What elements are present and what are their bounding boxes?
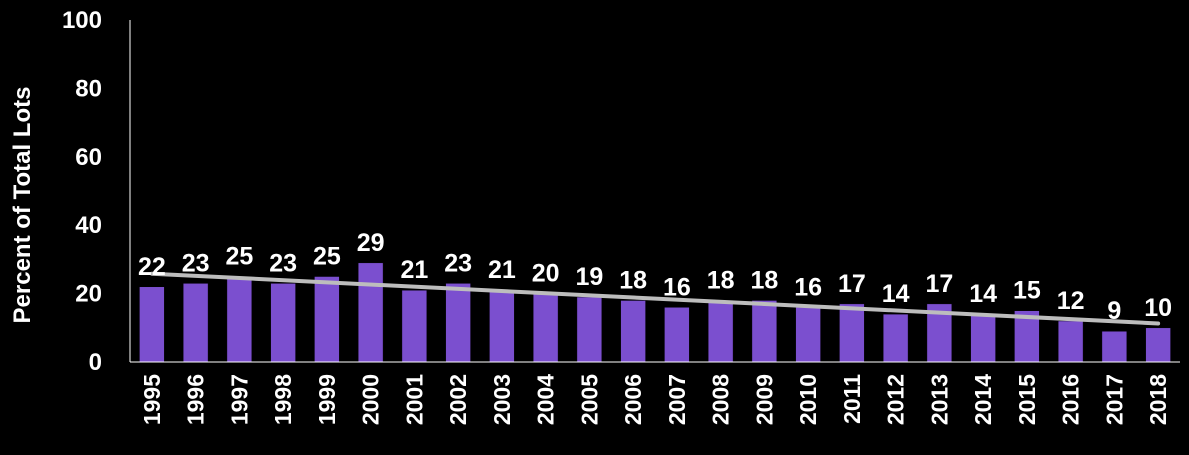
bar-2003 xyxy=(489,289,515,363)
data-label-2000: 29 xyxy=(357,229,385,257)
x-tick-2013: 2013 xyxy=(926,374,952,425)
x-tick-1997: 1997 xyxy=(226,374,252,425)
data-label-2014: 14 xyxy=(969,280,997,308)
data-label-2018: 10 xyxy=(1144,294,1172,322)
data-label-2012: 14 xyxy=(882,280,910,308)
data-label-2002: 23 xyxy=(444,249,472,277)
x-tick-2001: 2001 xyxy=(401,374,427,425)
data-label-2009: 18 xyxy=(750,266,778,294)
axes-group: 0 20 40 60 80 100 1995 1996 1997 1998 1999 2000 2001… xyxy=(62,7,1180,425)
bar-1996 xyxy=(182,283,209,363)
x-tick-2004: 2004 xyxy=(533,374,559,425)
data-label-2008: 18 xyxy=(707,266,735,294)
data-label-2006: 18 xyxy=(619,266,647,294)
bar-2002 xyxy=(445,283,471,363)
data-label-2001: 21 xyxy=(400,256,428,284)
y-axis-title: Percent of Total Lots xyxy=(9,87,36,324)
y-tick-100: 100 xyxy=(62,7,102,34)
bar-2009 xyxy=(751,300,778,363)
bar-1998 xyxy=(270,283,296,363)
bar-1997 xyxy=(226,276,253,363)
x-tick-2003: 2003 xyxy=(489,374,515,425)
x-tick-1998: 1998 xyxy=(270,374,296,425)
data-label-2015: 15 xyxy=(1013,277,1041,305)
data-label-2016: 12 xyxy=(1057,287,1085,315)
y-tick-40: 40 xyxy=(75,212,102,239)
bar-2005 xyxy=(576,296,603,363)
bar-2010 xyxy=(795,307,821,363)
x-tick-2017: 2017 xyxy=(1101,374,1127,425)
data-label-2011: 17 xyxy=(838,270,866,298)
bar-2001 xyxy=(401,289,428,363)
x-tick-2005: 2005 xyxy=(576,374,602,425)
bar-2008 xyxy=(707,300,734,363)
bar-2012 xyxy=(882,313,909,363)
bar-1995 xyxy=(139,286,165,363)
y-tick-0: 0 xyxy=(89,349,102,376)
bar-2017 xyxy=(1101,330,1128,363)
x-tick-2016: 2016 xyxy=(1058,374,1084,425)
trendline-group xyxy=(149,271,1161,326)
bar-2018 xyxy=(1145,327,1171,363)
x-tick-2014: 2014 xyxy=(970,374,996,425)
x-tick-2002: 2002 xyxy=(445,374,471,425)
data-label-2010: 16 xyxy=(794,273,822,301)
x-tick-1996: 1996 xyxy=(183,374,209,425)
x-tick-1999: 1999 xyxy=(314,374,340,425)
bar-2007 xyxy=(664,307,690,363)
x-tick-2008: 2008 xyxy=(708,374,734,425)
bar-2011 xyxy=(839,303,865,363)
x-tick-2000: 2000 xyxy=(358,374,384,425)
data-label-2007: 16 xyxy=(663,273,691,301)
data-label-1995: 22 xyxy=(138,253,166,281)
x-tick-2007: 2007 xyxy=(664,374,690,425)
data-label-2004: 20 xyxy=(532,260,560,288)
bar-2004 xyxy=(532,293,559,363)
data-label-1999: 25 xyxy=(313,243,341,271)
bars-group xyxy=(139,262,1171,363)
bar-2016 xyxy=(1057,320,1084,363)
data-labels-group: 22 23 25 23 25 29 21 23 21 20 19 18 16 18 18 16 17 14 17 14… xyxy=(138,229,1172,325)
data-label-1998: 23 xyxy=(269,249,297,277)
bar-2006 xyxy=(620,300,646,363)
x-tick-2010: 2010 xyxy=(795,374,821,425)
data-label-1997: 25 xyxy=(225,243,253,271)
bar-1999 xyxy=(314,276,340,363)
y-tick-20: 20 xyxy=(75,281,102,308)
trendline xyxy=(149,271,1161,326)
x-tick-2006: 2006 xyxy=(620,374,646,425)
x-tick-2011: 2011 xyxy=(839,374,865,424)
bar-2000 xyxy=(357,262,384,363)
data-label-2003: 21 xyxy=(488,256,516,284)
data-label-2017: 9 xyxy=(1107,297,1121,325)
bar-2014 xyxy=(970,313,996,363)
x-tick-2012: 2012 xyxy=(883,374,909,425)
data-label-2013: 17 xyxy=(925,270,953,298)
x-tick-2015: 2015 xyxy=(1014,374,1040,425)
y-tick-80: 80 xyxy=(75,75,102,102)
x-tick-2009: 2009 xyxy=(751,374,777,425)
data-label-1996: 23 xyxy=(182,249,210,277)
y-tick-60: 60 xyxy=(75,144,102,171)
data-label-2005: 19 xyxy=(575,263,603,291)
x-tick-2018: 2018 xyxy=(1145,374,1171,425)
x-tick-1995: 1995 xyxy=(139,374,165,425)
